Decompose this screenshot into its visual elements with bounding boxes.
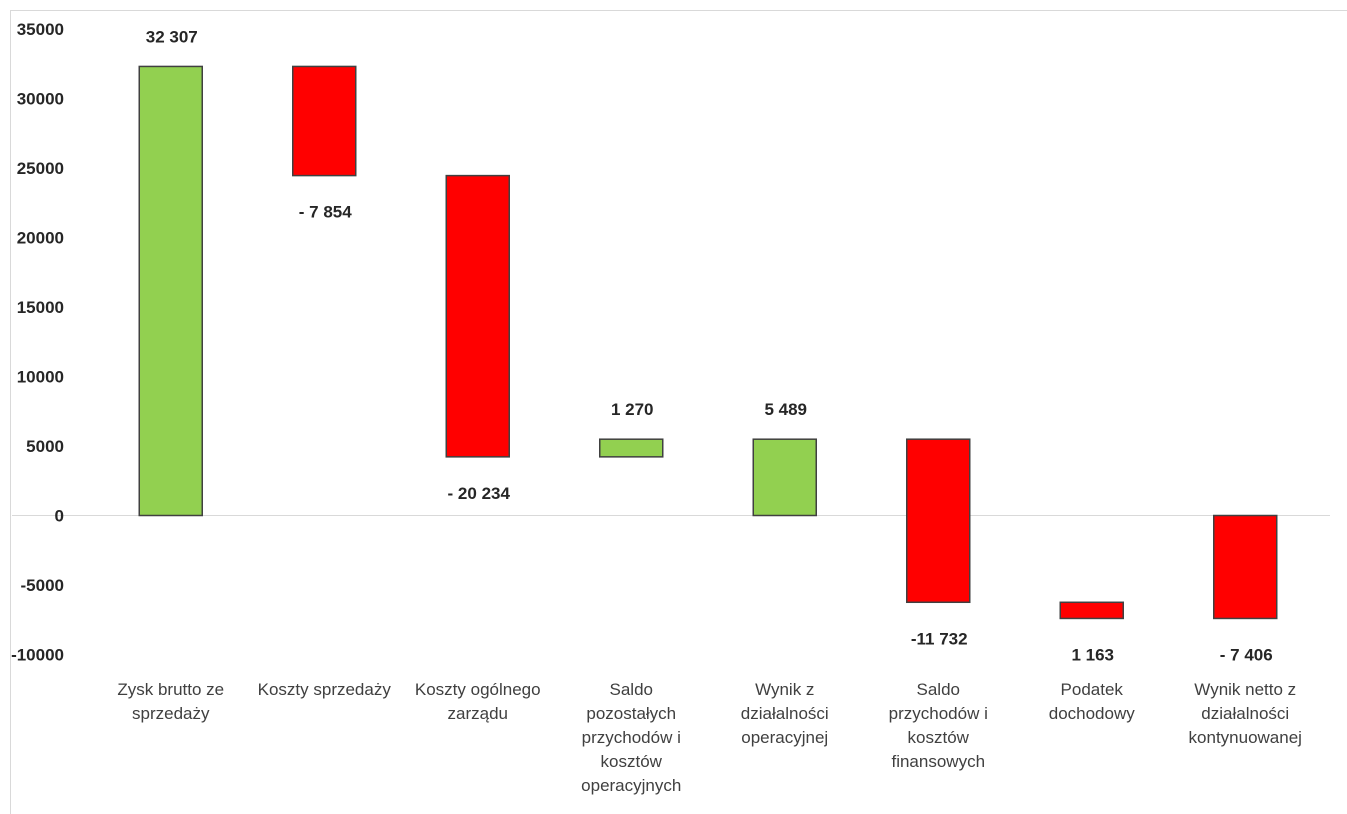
bar (292, 65, 357, 177)
category-label: Podatek dochodowy (1049, 680, 1136, 723)
category-label-line: Saldo (917, 680, 960, 699)
category-label: Koszty ogólnego zarządu (415, 680, 541, 723)
y-tick-label: 30000 (17, 90, 64, 109)
category-label-line: Zysk brutto ze (117, 680, 224, 699)
y-tick-label: 15000 (17, 298, 64, 317)
data-label: - 7 854 (299, 203, 352, 222)
data-labels: 32 307 - 7 854 - 20 234 1 270 5 489 -11 732 1 … (146, 27, 1273, 664)
data-label: -11 732 (911, 629, 968, 648)
category-label-line: Wynik z (755, 680, 814, 699)
category-label-line: kosztów (601, 752, 663, 771)
data-label: 32 307 (146, 27, 198, 46)
y-tick-label: -10000 (11, 646, 64, 665)
bar (138, 65, 203, 517)
category-label: Zysk brutto ze sprzedaży (117, 680, 224, 723)
bar (1213, 514, 1278, 620)
category-label-line: operacyjnej (741, 728, 828, 747)
chart-axes (10, 10, 1347, 814)
chart-bars (138, 65, 1278, 620)
category-label: Wynik netto z działalności kontynuowanej (1189, 680, 1302, 747)
y-axis-tick-labels: 35000 30000 25000 20000 15000 10000 5000 0 -5000… (11, 20, 64, 665)
category-label-line: kosztów (908, 728, 970, 747)
y-tick-label: 5000 (26, 437, 64, 456)
data-label: 1 270 (611, 400, 654, 419)
data-label: 5 489 (764, 400, 807, 419)
category-label-line: działalności (741, 704, 829, 723)
category-label: Wynik z działalności operacyjnej (741, 680, 829, 747)
bar (445, 174, 510, 458)
category-label-line: Saldo (610, 680, 653, 699)
category-label-line: działalności (1201, 704, 1289, 723)
category-label: Koszty sprzedaży (258, 680, 392, 699)
category-label: Saldo pozostałych przychodów i kosztów opera… (581, 680, 681, 795)
bar (752, 438, 817, 517)
y-tick-label: 20000 (17, 229, 64, 248)
bar (1059, 601, 1124, 620)
bar (599, 438, 664, 458)
category-label-line: Koszty ogólnego (415, 680, 541, 699)
category-label-line: Podatek (1061, 680, 1124, 699)
y-tick-label: 25000 (17, 159, 64, 178)
category-label-line: operacyjnych (581, 776, 681, 795)
y-tick-label: 35000 (17, 20, 64, 39)
category-label-line: kontynuowanej (1189, 728, 1302, 747)
y-tick-label: 10000 (17, 368, 64, 387)
category-label-line: przychodów i (889, 704, 988, 723)
y-tick-label: 0 (55, 507, 64, 526)
category-label-line: Koszty sprzedaży (258, 680, 392, 699)
category-label-line: zarządu (448, 704, 508, 723)
data-label: 1 163 (1071, 645, 1114, 664)
category-label-line: dochodowy (1049, 704, 1136, 723)
data-label: - 20 234 (448, 484, 511, 503)
y-tick-label: -5000 (21, 576, 64, 595)
category-label-line: pozostałych (586, 704, 676, 723)
data-label: - 7 406 (1220, 645, 1273, 664)
category-label-line: przychodów i (582, 728, 681, 747)
category-label-line: finansowych (891, 752, 985, 771)
category-label-line: Wynik netto z (1194, 680, 1296, 699)
bar (906, 438, 971, 604)
category-label: Saldo przychodów i kosztów finansowych (889, 680, 988, 771)
category-labels: Zysk brutto ze sprzedaży Koszty sprzedaży K… (117, 680, 1302, 795)
category-label-line: sprzedaży (132, 704, 210, 723)
